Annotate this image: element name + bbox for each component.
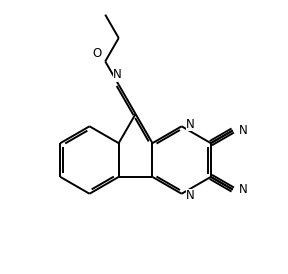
Text: N: N [186, 118, 195, 131]
Text: N: N [113, 68, 122, 81]
Text: N: N [186, 189, 195, 202]
Text: N: N [239, 183, 248, 196]
Text: N: N [239, 124, 248, 137]
Text: O: O [92, 47, 101, 60]
